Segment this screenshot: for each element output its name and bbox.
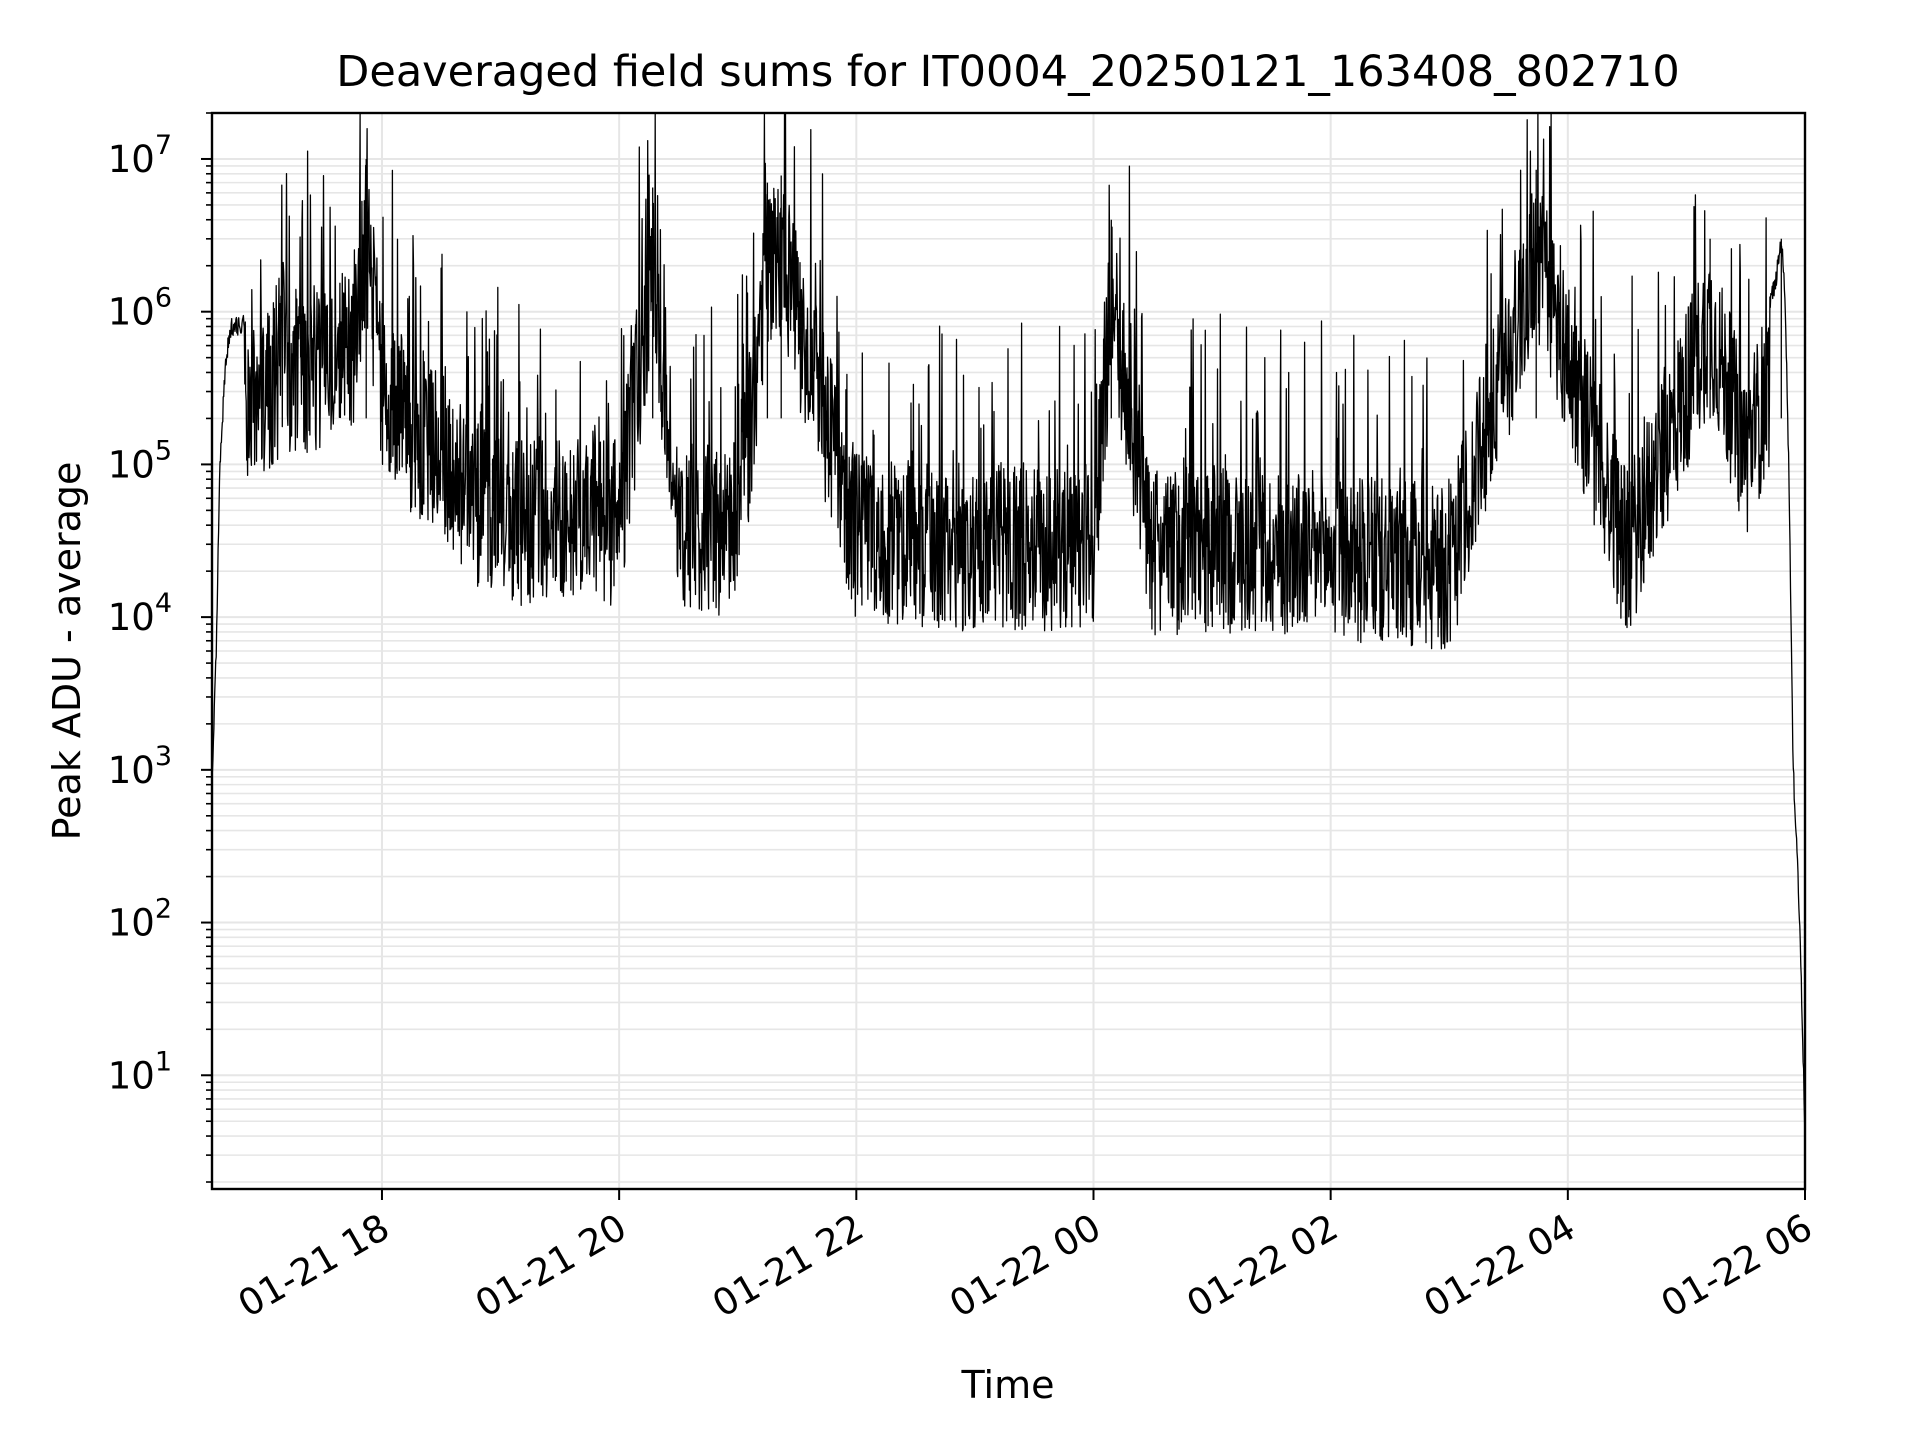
gridlines xyxy=(212,112,1806,1189)
x-tick-label: 01-22 04 xyxy=(1417,1206,1583,1326)
x-tick-label: 01-21 22 xyxy=(705,1206,871,1326)
y-tick-label: 102 xyxy=(108,894,172,945)
y-axis-label: Peak ADU - average xyxy=(45,462,89,841)
y-tick-label: 104 xyxy=(108,588,172,639)
y-tick-label: 107 xyxy=(108,130,172,181)
x-tick-label: 01-22 00 xyxy=(942,1206,1108,1326)
y-tick-label: 106 xyxy=(108,283,172,334)
x-tick-label: 01-22 06 xyxy=(1654,1206,1820,1326)
data-series-line xyxy=(211,112,1806,1142)
chart-title: Deaveraged field sums for IT0004_2025012… xyxy=(336,47,1679,97)
y-tick-label: 101 xyxy=(108,1046,172,1097)
x-axis-label: Time xyxy=(961,1363,1055,1407)
y-tick-label: 105 xyxy=(108,435,172,486)
x-tick-label: 01-22 02 xyxy=(1180,1206,1346,1326)
x-tick-label: 01-21 18 xyxy=(231,1206,397,1326)
y-tick-label: 103 xyxy=(108,741,172,792)
x-tick-label: 01-21 20 xyxy=(468,1206,634,1326)
